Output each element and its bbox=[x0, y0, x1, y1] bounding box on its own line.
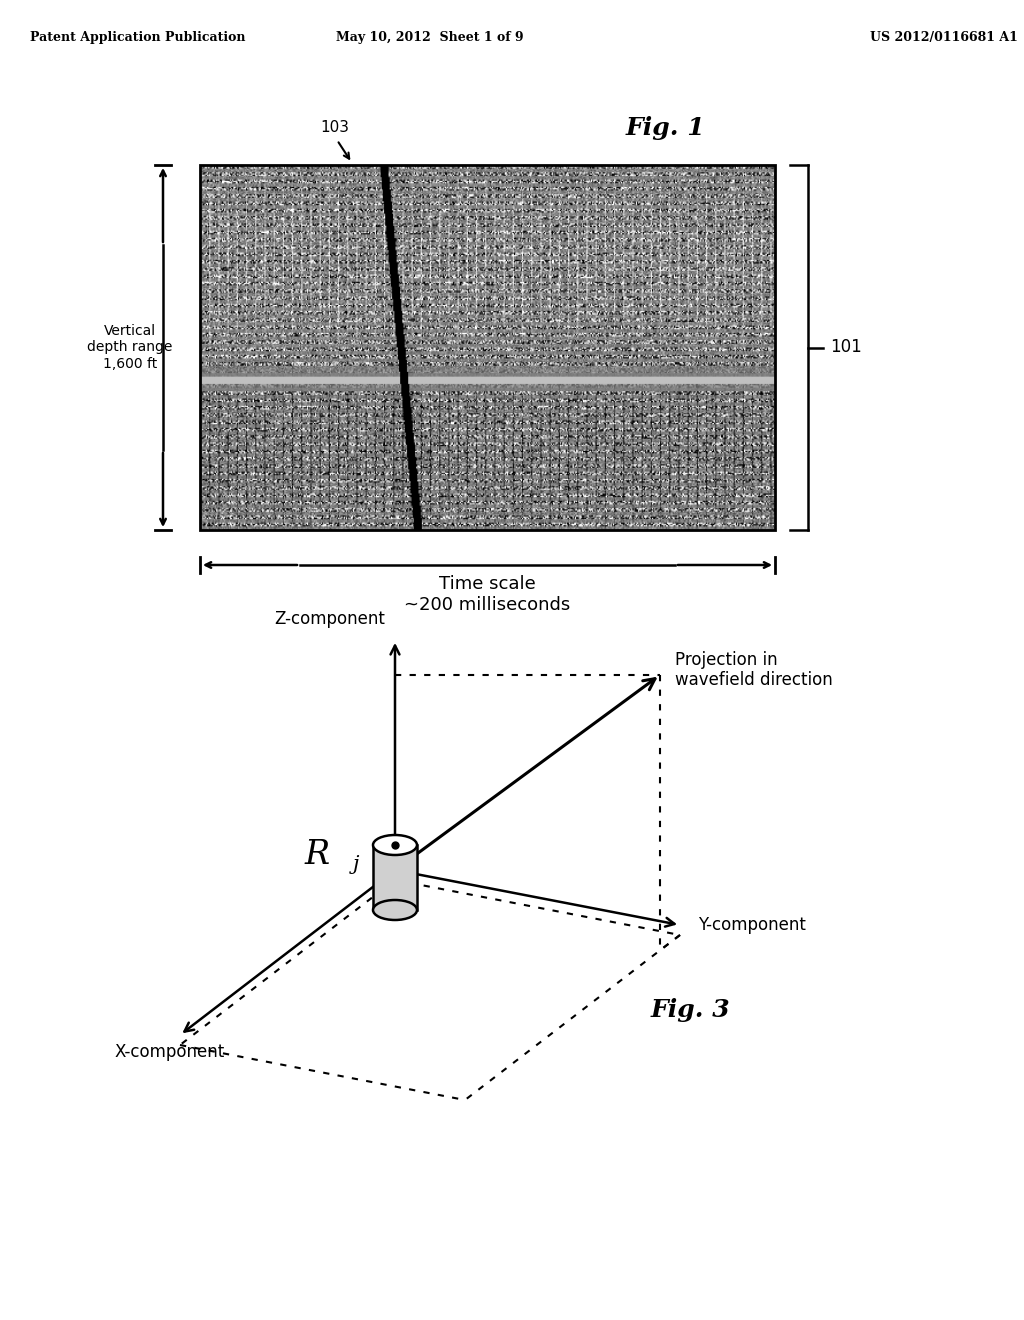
Text: 101: 101 bbox=[830, 338, 862, 356]
Text: US 2012/0116681 A1: US 2012/0116681 A1 bbox=[870, 30, 1018, 44]
Text: j: j bbox=[353, 855, 359, 874]
Text: Fig. 3: Fig. 3 bbox=[650, 998, 730, 1022]
Text: May 10, 2012  Sheet 1 of 9: May 10, 2012 Sheet 1 of 9 bbox=[336, 30, 524, 44]
Text: R: R bbox=[305, 840, 330, 871]
Text: Y-component: Y-component bbox=[698, 916, 806, 935]
Ellipse shape bbox=[373, 900, 417, 920]
Text: 103: 103 bbox=[321, 120, 349, 135]
Bar bbox=[373, 845, 417, 909]
Text: Vertical
depth range
1,600 ft: Vertical depth range 1,600 ft bbox=[87, 325, 173, 371]
Text: Projection in
wavefield direction: Projection in wavefield direction bbox=[675, 651, 833, 689]
Text: Fig. 1: Fig. 1 bbox=[626, 116, 705, 140]
Text: Patent Application Publication: Patent Application Publication bbox=[30, 30, 246, 44]
Ellipse shape bbox=[373, 836, 417, 855]
Text: Time scale
~200 milliseconds: Time scale ~200 milliseconds bbox=[404, 576, 570, 614]
Text: Z-component: Z-component bbox=[274, 610, 385, 628]
Text: X-component: X-component bbox=[115, 1043, 225, 1061]
